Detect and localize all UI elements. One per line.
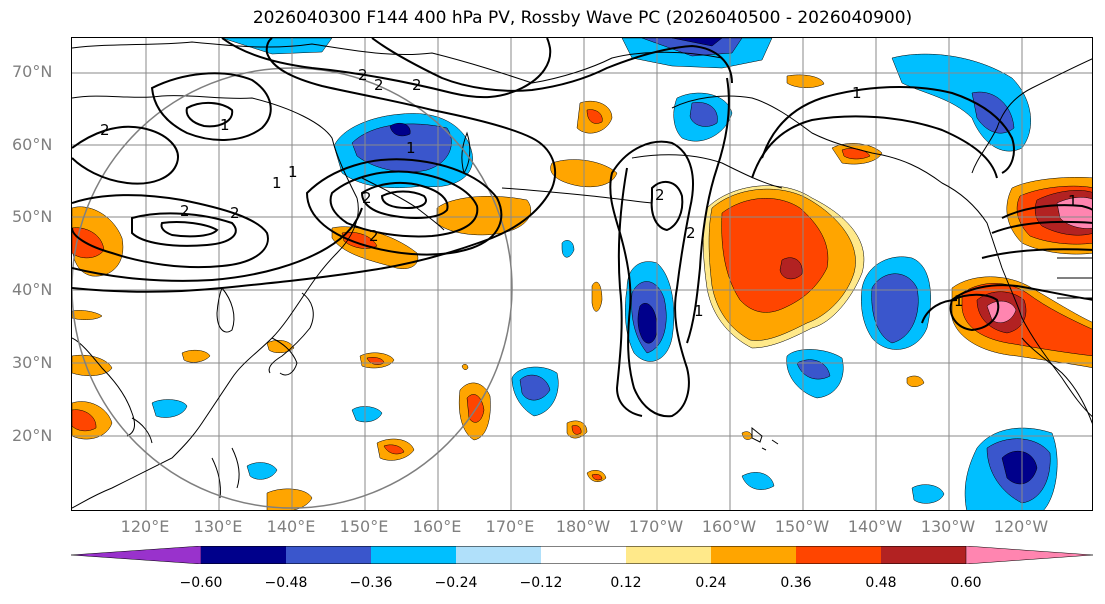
lon-label: 120°E [120, 517, 170, 536]
lat-label-50n: 50°N [12, 207, 53, 226]
lat-label-40n: 40°N [12, 280, 53, 299]
pv-contours [72, 38, 1092, 418]
colorbar-segment [201, 546, 286, 564]
lat-label-20n: 20°N [12, 426, 53, 445]
colorbar-tick: −0.48 [264, 575, 308, 591]
lon-label: 160°E [412, 517, 462, 536]
map-canvas: 2 2 1 2 1 2 2 1 2 2 2 1 2 1 1 1 1 2 [72, 38, 1092, 510]
lon-label: 120°W [993, 517, 1049, 536]
colorbar-extend-high [965, 546, 1093, 564]
colorbar-tick: −0.24 [434, 575, 478, 591]
lon-label: 150°W [774, 517, 830, 536]
reference-circle [72, 67, 513, 509]
colorbar-segment [796, 546, 881, 564]
contour-label: 1 [406, 139, 416, 157]
map-title: 2026040300 F144 400 hPa PV, Rossby Wave … [252, 8, 913, 28]
colorbar-tick: −0.12 [519, 575, 563, 591]
colorbar-extend-low [71, 546, 202, 564]
lon-label: 160°W [701, 517, 757, 536]
lon-label: 150°E [339, 517, 389, 536]
contour-label: 1 [220, 116, 230, 134]
colorbar-segment [881, 546, 966, 564]
contour-label: 1 [694, 302, 704, 320]
lon-label: 170°E [485, 517, 535, 536]
lon-label: 180°W [555, 517, 611, 536]
contour-label: 2 [230, 204, 240, 222]
lon-label: 130°E [193, 517, 243, 536]
contour-label: 2 [655, 186, 665, 204]
contour-label: 2 [369, 227, 379, 245]
colorbar-segment [541, 546, 626, 564]
colorbar-tick: 0.60 [950, 575, 982, 591]
contour-label: 1 [272, 174, 282, 192]
colorbar-tick: 0.48 [865, 575, 897, 591]
positive-anomaly-aleutian [436, 196, 532, 236]
contour-label: 2 [374, 76, 384, 94]
contour-label: 1 [288, 163, 298, 181]
contour-label: 1 [1068, 192, 1078, 210]
colorbar-tick: 0.36 [780, 575, 812, 591]
negative-anomaly-top [221, 38, 333, 55]
colorbar-segment [711, 546, 796, 564]
map-panel: 2 2 1 2 1 2 2 1 2 2 2 1 2 1 1 1 1 2 [71, 37, 1093, 511]
lon-label: 170°W [628, 517, 684, 536]
lon-label: 140°E [266, 517, 316, 536]
contour-label: 2 [362, 189, 372, 207]
pv-anomaly-shading [72, 38, 1092, 510]
lon-label: 140°W [847, 517, 903, 536]
contour-label: 2 [180, 202, 190, 220]
colorbar-segment [371, 546, 456, 564]
lat-label-30n: 30°N [12, 353, 53, 372]
colorbar-tick: −0.60 [179, 575, 223, 591]
contour-label: 2 [358, 66, 368, 84]
coastlines [72, 41, 1092, 509]
colorbar-segment [626, 546, 711, 564]
contour-label: 1 [954, 292, 964, 310]
contour-labels: 2 2 1 2 1 2 2 1 2 2 2 1 2 1 1 1 1 2 [100, 66, 1078, 320]
colorbar-tick: 0.12 [610, 575, 642, 591]
colorbar [71, 546, 1093, 564]
lat-label-60n: 60°N [12, 135, 53, 154]
contour-label: 1 [852, 84, 862, 102]
colorbar-segment [286, 546, 371, 564]
contour-label: 2 [686, 224, 696, 242]
lat-label-70n: 70°N [12, 62, 53, 81]
lon-label: 130°W [920, 517, 976, 536]
contour-label: 2 [100, 121, 110, 139]
colorbar-tick: 0.24 [695, 575, 727, 591]
colorbar-segment [456, 546, 541, 564]
colorbar-tick: −0.36 [349, 575, 393, 591]
contour-label: 2 [412, 76, 422, 94]
negative-anomaly-canada [891, 53, 1031, 152]
